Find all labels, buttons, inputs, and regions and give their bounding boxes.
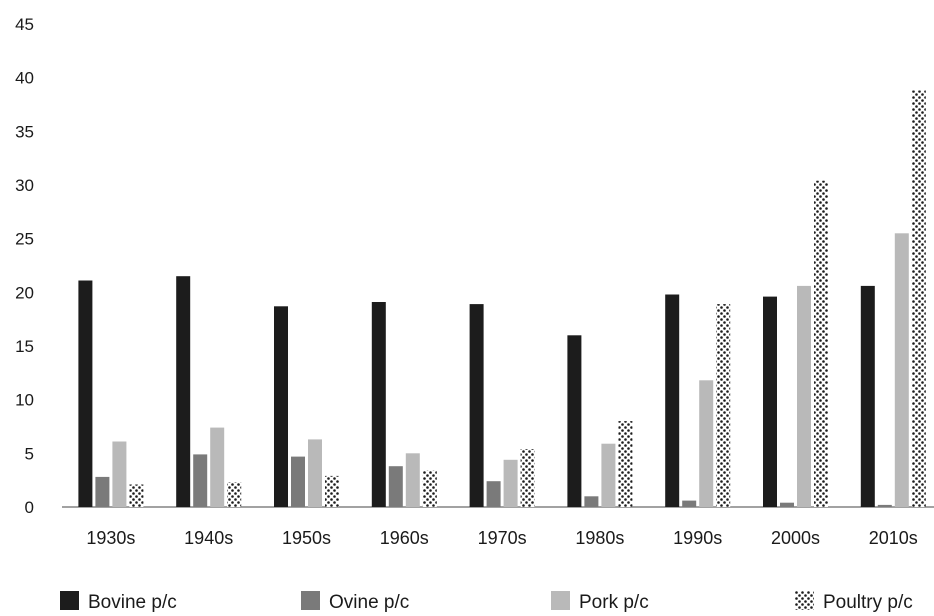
legend-label: Bovine p/c [88,592,177,613]
bar-pork-p-c-2000s [797,285,811,507]
bar-poultry-p-c-2010s [911,90,926,507]
bar-ovine-p-c-1950s [291,456,305,507]
legend-label: Ovine p/c [329,592,409,613]
bar-bovine-p-c-1970s [469,304,484,507]
y-tick-label: 40 [15,69,34,88]
x-tick-label: 1990s [673,528,722,548]
legend-item: Bovine p/c [60,591,177,613]
bar-pork-p-c-1940s [210,427,225,507]
bar-poultry-p-c-1960s [422,470,437,507]
legend-item: Poultry p/c [795,591,913,613]
y-tick-label: 15 [15,337,34,356]
bar-pork-p-c-1960s [405,453,420,507]
legend-swatch [551,591,570,610]
bar-ovine-p-c-2010s [877,504,892,507]
y-axis: 0 5 10 15 20 25 30 35 40 45 [15,15,34,517]
legend-label: Poultry p/c [823,592,913,613]
y-tick-label: 0 [25,498,34,517]
legend-swatch [301,591,320,610]
x-tick-label: 2010s [869,528,918,548]
bar-pork-p-c-1980s [601,443,616,507]
bar-poultry-p-c-1930s [129,484,144,507]
x-tick-label: 1960s [380,528,429,548]
bar-ovine-p-c-1930s [95,476,110,507]
bar-pork-p-c-1930s [112,441,127,507]
bar-poultry-p-c-1980s [618,421,633,507]
bar-ovine-p-c-1960s [388,466,403,507]
bar-pork-p-c-1950s [308,439,322,507]
legend: Bovine p/c Ovine p/c Pork p/c Poultry p/c [60,591,913,613]
bars [78,90,926,508]
x-tick-label: 1950s [282,528,331,548]
y-tick-label: 45 [15,15,34,34]
y-tick-label: 35 [15,122,34,141]
legend-swatch [60,591,79,610]
x-tick-label: 1980s [575,528,624,548]
bar-bovine-p-c-1940s [176,276,191,507]
bar-bovine-p-c-1930s [78,280,93,507]
y-tick-label: 30 [15,176,34,195]
y-tick-label: 20 [15,283,34,302]
bar-bovine-p-c-1950s [274,306,288,507]
bar-pork-p-c-1970s [503,459,518,507]
x-tick-label: 1970s [478,528,527,548]
x-tick-label: 1940s [184,528,233,548]
bar-ovine-p-c-1980s [584,496,599,507]
x-axis: 1930s 1940s 1950s 1960s 1970s 1980s 1990s 2000s… [86,528,917,548]
bar-pork-p-c-2010s [894,233,909,508]
legend-label: Pork p/c [579,592,649,613]
y-tick-label: 25 [15,230,34,249]
bar-bovine-p-c-1990s [665,294,680,507]
legend-swatch [795,591,814,610]
bar-poultry-p-c-1990s [716,304,731,507]
bar-poultry-p-c-1970s [520,449,535,507]
bar-poultry-p-c-1950s [325,475,339,507]
y-tick-label: 5 [25,444,34,463]
x-tick-label: 2000s [771,528,820,548]
bar-bovine-p-c-1980s [567,335,582,507]
bar-bovine-p-c-1960s [371,302,386,507]
y-tick-label: 10 [15,391,34,410]
bar-poultry-p-c-1940s [227,482,242,507]
bar-bovine-p-c-2000s [763,296,777,507]
bar-poultry-p-c-2000s [814,180,828,507]
bar-ovine-p-c-1940s [193,454,208,507]
bar-ovine-p-c-1970s [486,481,501,507]
bar-bovine-p-c-2010s [860,285,875,507]
legend-item: Ovine p/c [301,591,409,613]
bar-pork-p-c-1990s [699,380,714,507]
legend-item: Pork p/c [551,591,649,613]
x-tick-label: 1930s [86,528,135,548]
bar-ovine-p-c-1990s [682,500,697,507]
bar-ovine-p-c-2000s [780,502,794,507]
